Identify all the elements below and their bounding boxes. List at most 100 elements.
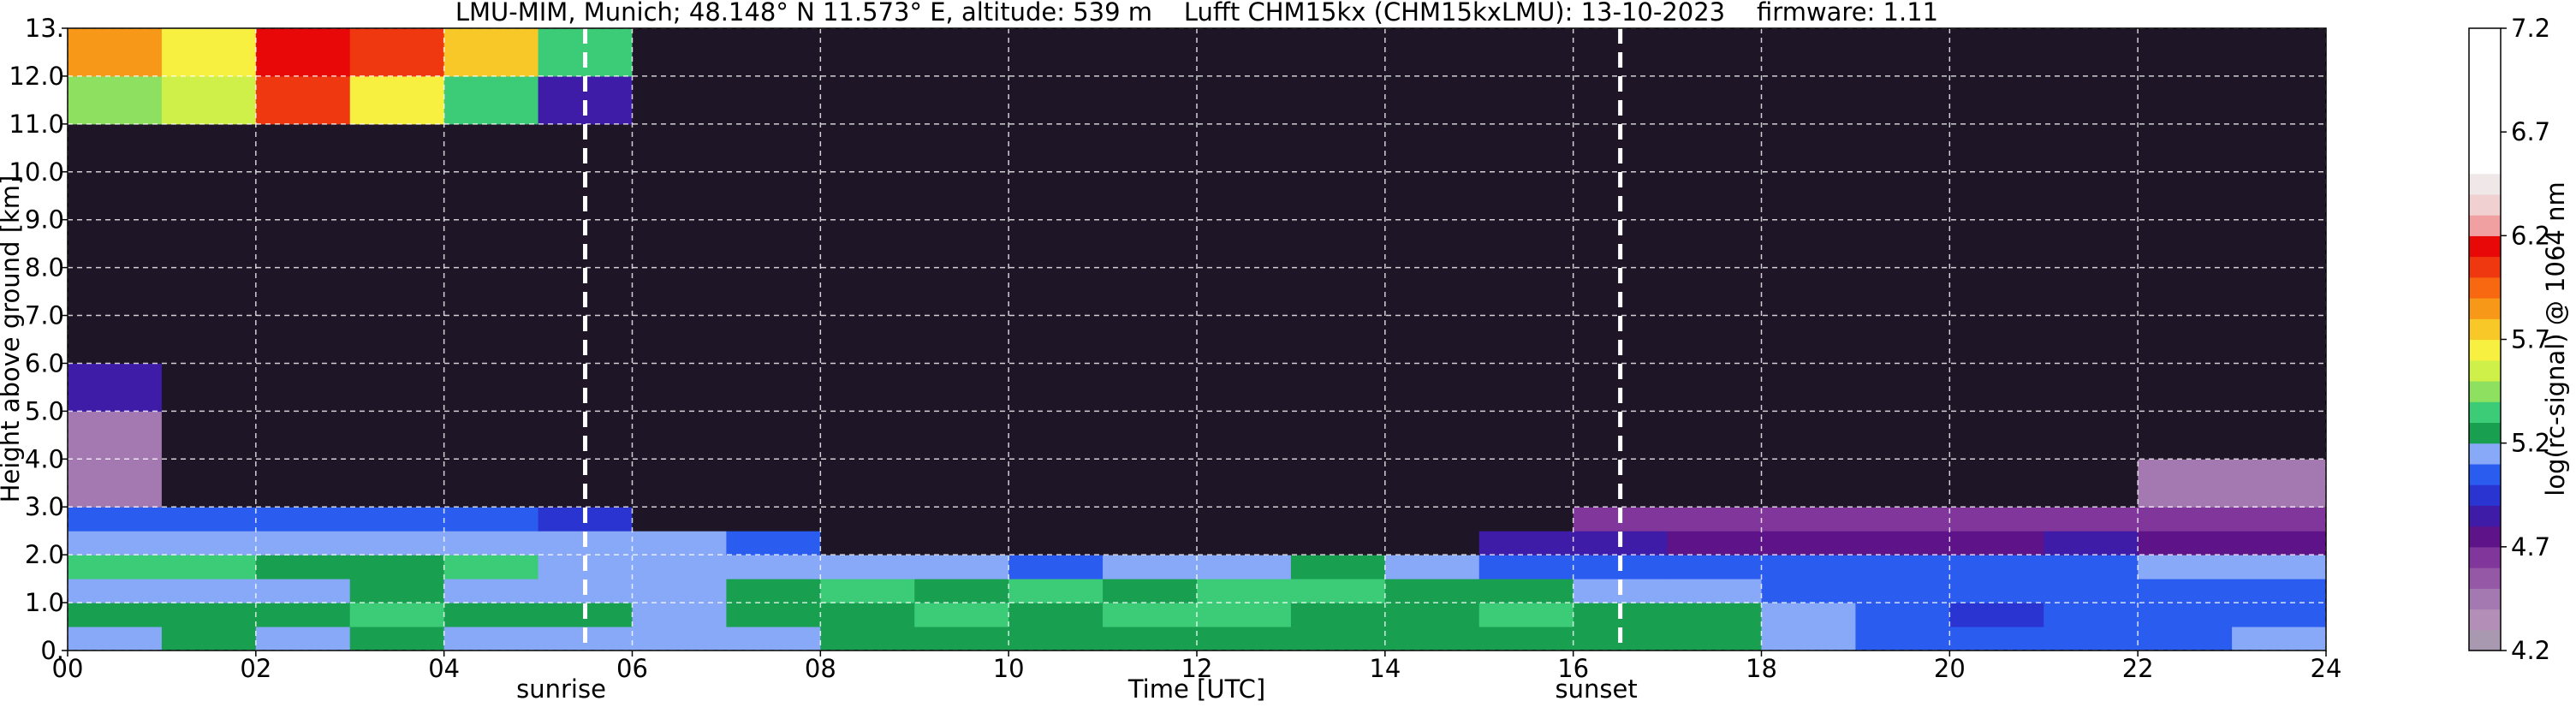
- heatmap-cell: [1197, 123, 1292, 173]
- heatmap-cell: [1103, 459, 1198, 508]
- heatmap-cell: [1855, 267, 1950, 317]
- heatmap-cell: [1949, 363, 2044, 412]
- heatmap-cell: [1667, 171, 1762, 221]
- heatmap-cell: [820, 363, 915, 412]
- heatmap-cell: [1290, 411, 1386, 460]
- colorbar-segment: [2469, 193, 2501, 216]
- heatmap-cell: [1290, 219, 1386, 269]
- heatmap-cell: [2138, 315, 2233, 364]
- heatmap-cell: [1290, 363, 1386, 412]
- colorbar-segment: [2469, 69, 2501, 92]
- x-tick-label: 16: [1557, 654, 1589, 683]
- heatmap-cell: [820, 531, 915, 556]
- y-tick-label: 0.: [40, 636, 64, 665]
- heatmap-cell: [161, 603, 257, 627]
- heatmap-cell: [632, 531, 727, 556]
- heatmap-cell: [1855, 28, 1950, 77]
- heatmap-cell: [1667, 363, 1762, 412]
- heatmap-cell: [255, 603, 351, 627]
- colorbar-segment: [2469, 49, 2501, 71]
- heatmap-cell: [1008, 507, 1104, 532]
- y-tick-label: 9.0: [25, 205, 64, 235]
- heatmap-cell: [820, 315, 915, 364]
- colorbar-segment: [2469, 443, 2501, 465]
- heatmap-cell: [68, 459, 163, 508]
- heatmap-cell: [1949, 75, 2044, 125]
- heatmap-cell: [1478, 555, 1574, 579]
- colorbar-segment: [2469, 359, 2501, 382]
- colorbar-segment: [2469, 28, 2501, 50]
- y-axis-label: Height above ground [km]: [0, 175, 25, 503]
- heatmap-cell: [632, 28, 727, 77]
- x-tick-label: 14: [1369, 654, 1401, 683]
- heatmap-cell: [1761, 627, 1856, 651]
- heatmap-cell: [68, 603, 163, 627]
- marker-label: sunrise: [516, 674, 606, 704]
- heatmap-cell: [914, 267, 1009, 317]
- heatmap-cell: [443, 363, 539, 412]
- y-tick-label: 2.0: [25, 540, 64, 569]
- heatmap-cell: [1290, 531, 1386, 556]
- heatmap-cell: [1197, 531, 1292, 556]
- heatmap-cell: [255, 28, 351, 77]
- heatmap-cell: [161, 555, 257, 579]
- heatmap-cell: [1103, 219, 1198, 269]
- heatmap-cell: [1478, 75, 1574, 125]
- heatmap-cell: [161, 531, 257, 556]
- x-tick-label: 24: [2311, 654, 2342, 683]
- heatmap-cell: [914, 219, 1009, 269]
- colorbar-segment: [2469, 546, 2501, 568]
- heatmap-cell: [1008, 579, 1104, 603]
- heatmap-cell: [1667, 267, 1762, 317]
- heatmap-cell: [1761, 531, 1856, 556]
- heatmap-cell: [1949, 579, 2044, 603]
- heatmap-cell: [68, 267, 163, 317]
- heatmap-cell: [1008, 555, 1104, 579]
- heatmap-cell: [1949, 603, 2044, 627]
- heatmap-cell: [443, 555, 539, 579]
- y-tick-label: 8.0: [25, 253, 64, 282]
- x-tick-label: 06: [616, 654, 648, 683]
- heatmap-cell: [2138, 411, 2233, 460]
- heatmap-cell: [1761, 363, 1856, 412]
- heatmap-cell: [1197, 459, 1292, 508]
- colorbar-segment: [2469, 235, 2501, 258]
- heatmap-cell: [443, 507, 539, 532]
- x-tick-label: 10: [993, 654, 1025, 683]
- heatmap-cell: [349, 603, 445, 627]
- colorbar-segment: [2469, 609, 2501, 631]
- colorbar-segment: [2469, 110, 2501, 133]
- heatmap-cell: [349, 579, 445, 603]
- heatmap-cell: [161, 411, 257, 460]
- heatmap-cell: [1478, 627, 1574, 651]
- heatmap-cell: [1667, 411, 1762, 460]
- heatmap-cell: [2138, 363, 2233, 412]
- heatmap-cell: [2232, 627, 2327, 651]
- heatmap-cell: [1103, 555, 1198, 579]
- heatmap-cell: [1667, 507, 1762, 532]
- heatmap-cell: [1384, 123, 1480, 173]
- heatmap-cell: [161, 459, 257, 508]
- heatmap-cell: [632, 123, 727, 173]
- heatmap-cell: [1008, 603, 1104, 627]
- heatmap-cell: [161, 75, 257, 125]
- heatmap-cell: [1761, 459, 1856, 508]
- heatmap-cell: [1008, 171, 1104, 221]
- heatmap-cell: [1761, 315, 1856, 364]
- heatmap-cell: [820, 171, 915, 221]
- heatmap-cell: [632, 603, 727, 627]
- heatmap-cell: [2044, 363, 2139, 412]
- colorbar-tick-label: 4.2: [2511, 636, 2550, 665]
- heatmap-cell: [1197, 579, 1292, 603]
- heatmap-cell: [2138, 171, 2233, 221]
- x-tick-label: 04: [428, 654, 460, 683]
- heatmap-cell: [349, 123, 445, 173]
- heatmap-cell: [820, 627, 915, 651]
- heatmap-cell: [2232, 171, 2327, 221]
- colorbar-tick-label: 6.2: [2511, 221, 2550, 250]
- heatmap-cell: [1478, 171, 1574, 221]
- heatmap-cell: [349, 555, 445, 579]
- heatmap-cell: [914, 171, 1009, 221]
- x-tick-label: 12: [1181, 654, 1213, 683]
- heatmap-cell: [2232, 123, 2327, 173]
